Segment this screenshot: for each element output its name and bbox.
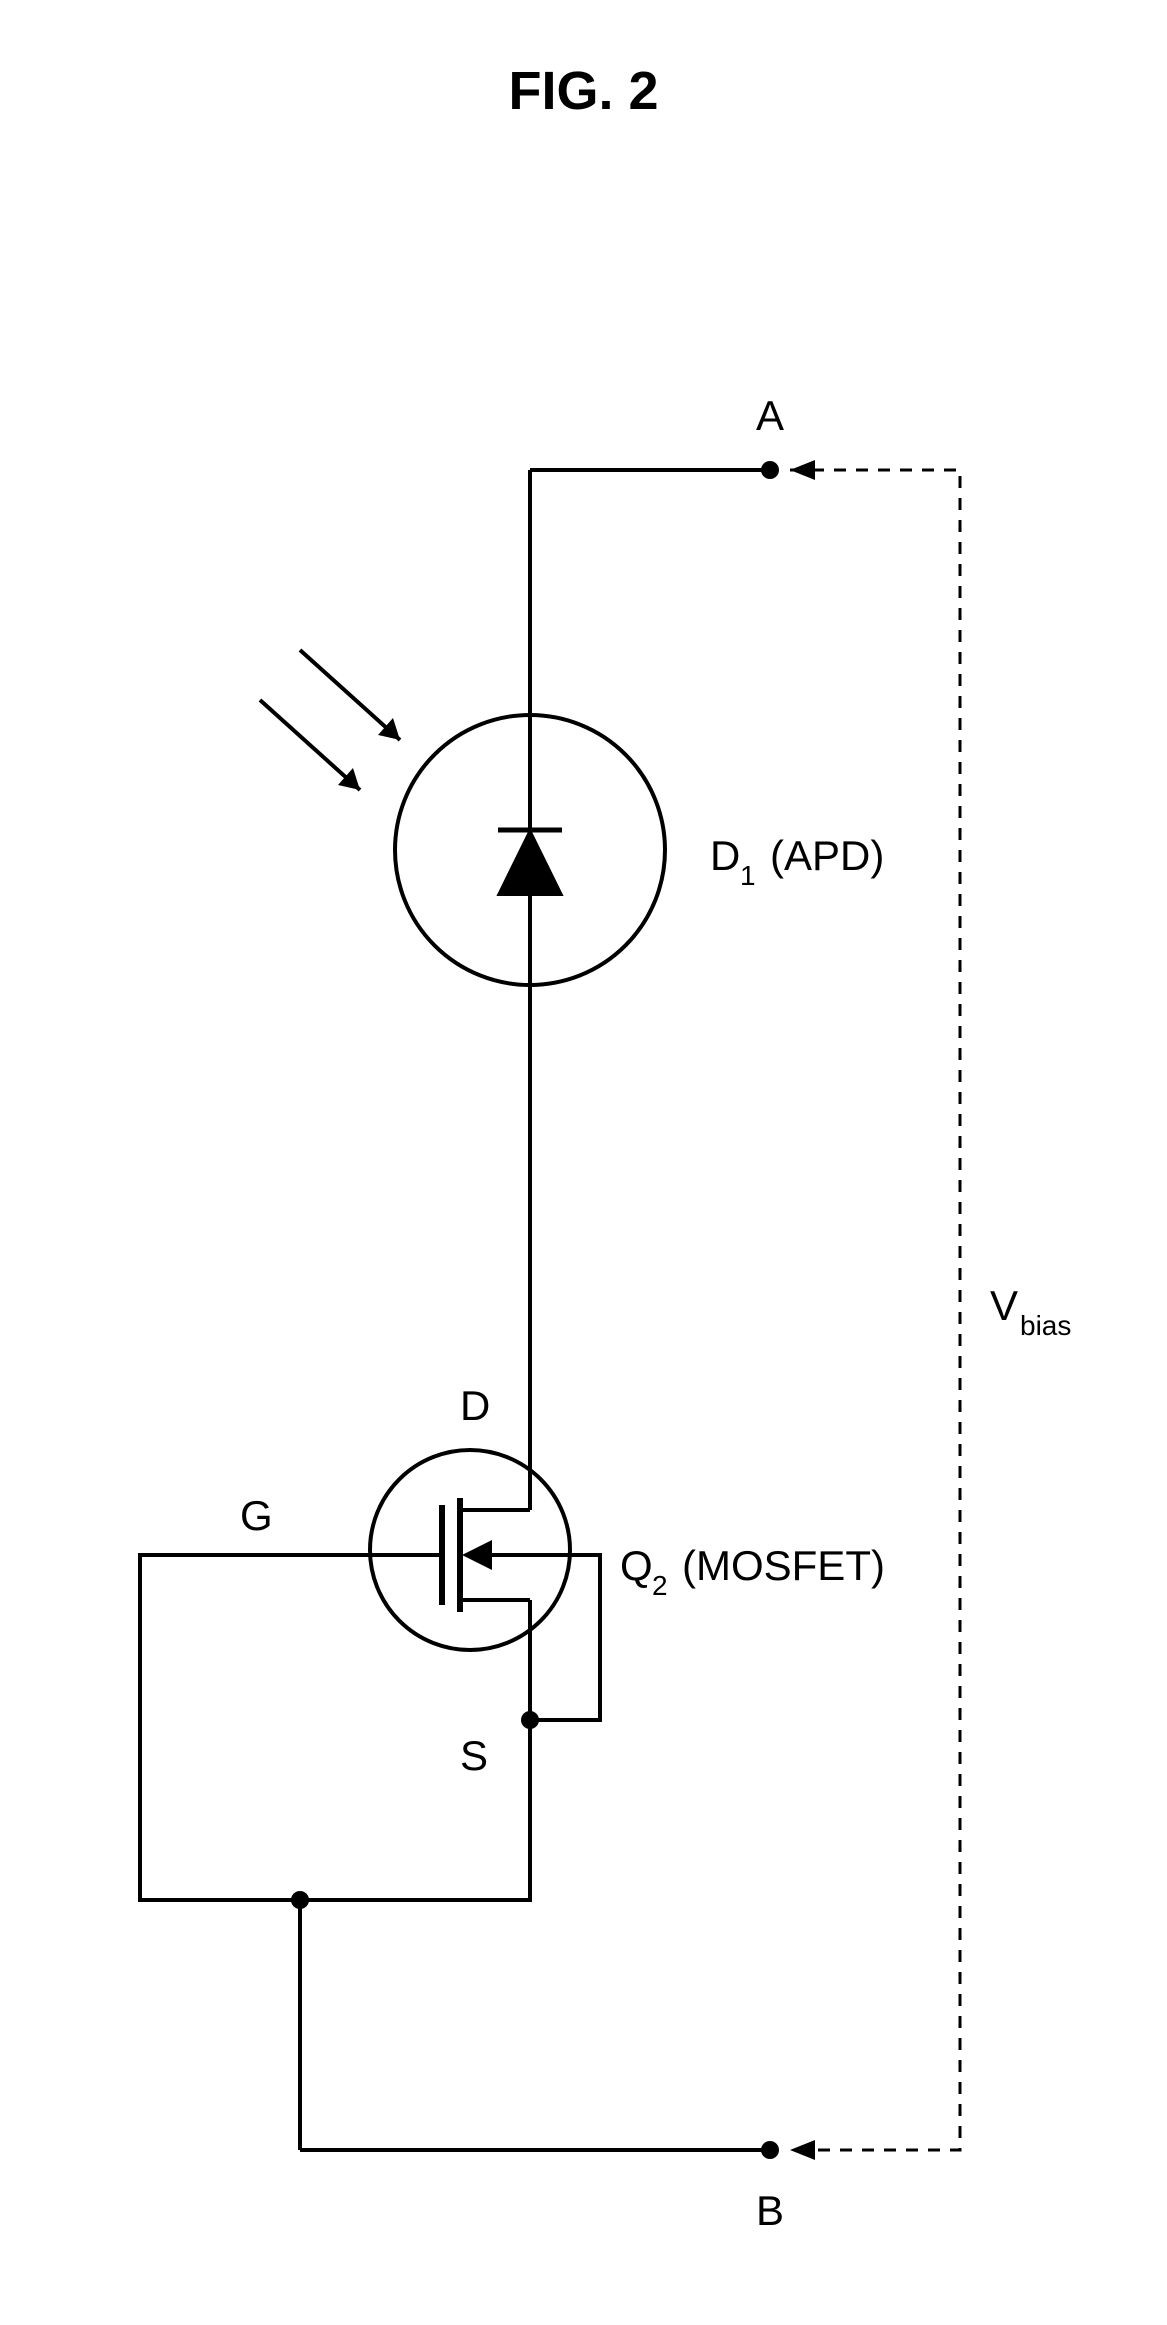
label-vbias-sub: bias: [1020, 1310, 1071, 1341]
label-d1-sub: 1: [740, 860, 756, 891]
label-gate: G: [240, 1492, 273, 1539]
loop-bottom-dot: [291, 1891, 309, 1909]
label-node-B: B: [756, 2187, 784, 2234]
label-q2-paren: (MOSFET): [682, 1542, 885, 1589]
vbias-arrow-A: [790, 460, 815, 480]
gate-source-loop: [140, 1555, 530, 1900]
node-B-dot: [761, 2141, 779, 2159]
label-d1-paren: (APD): [770, 832, 884, 879]
label-source: S: [460, 1732, 488, 1779]
label-drain: D: [460, 1382, 490, 1429]
figure-page: FIG. 2: [0, 0, 1167, 2325]
label-d1-main: D: [710, 832, 740, 879]
circuit-diagram: A B D 1 (APD) Q 2 (MOSFET) D G S V bias: [0, 0, 1167, 2325]
mosfet-circle: [370, 1450, 570, 1650]
label-q2-main: Q: [620, 1542, 653, 1589]
apd-diode-triangle: [498, 830, 562, 895]
node-A-dot: [761, 461, 779, 479]
label-vbias-main: V: [990, 1282, 1018, 1329]
vbias-arrow-B: [790, 2140, 815, 2160]
light-arrows: [260, 650, 400, 790]
vbias-dashed: [790, 470, 960, 2150]
source-joint-dot: [521, 1711, 539, 1729]
mosfet-body-arrow: [462, 1540, 492, 1570]
label-node-A: A: [756, 392, 784, 439]
label-q2-sub: 2: [652, 1570, 668, 1601]
